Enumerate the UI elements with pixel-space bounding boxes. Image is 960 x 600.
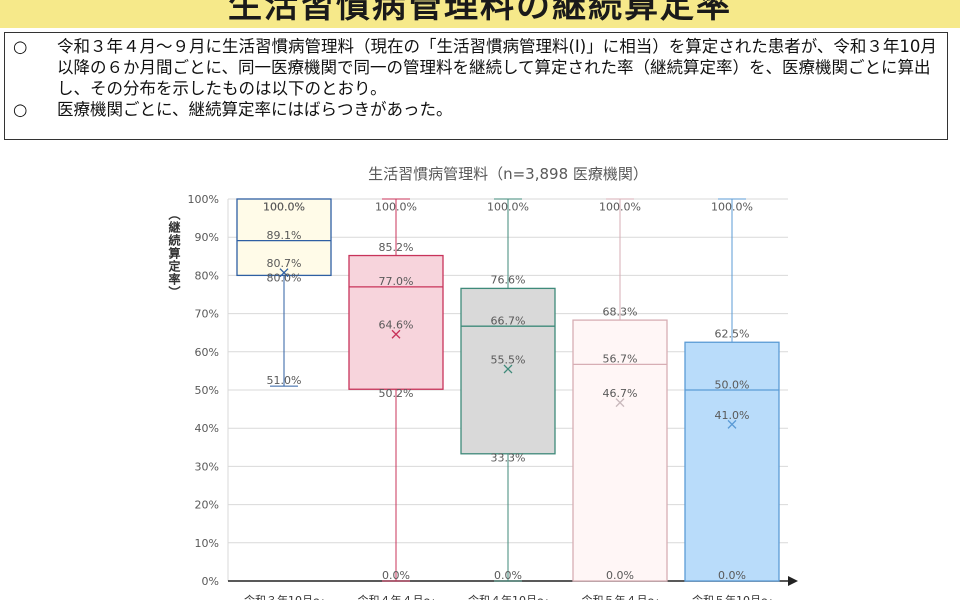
chart-title: 生活習慣病管理料（n=3,898 医療機関） <box>368 165 648 183</box>
summary-text-1: 令和３年４月～９月に生活習慣病管理料（現在の「生活習慣病管理料(Ⅰ)」に相当）を… <box>57 37 937 98</box>
data-label-max: 100.0% <box>487 201 529 214</box>
box-iqr <box>572 319 668 582</box>
y-tick-label: 20% <box>195 499 219 512</box>
summary-text-2: 医療機関ごとに、継続算定率にはばらつきがあった。 <box>57 100 453 119</box>
bullet-circle-icon: ○ <box>13 37 28 56</box>
mean-marker-icon <box>615 398 625 408</box>
data-label-q3: 100.0% <box>263 201 305 214</box>
data-label-q3: 62.5% <box>715 327 750 340</box>
title-bar: 生活習慣病管理料の継続算定率 <box>0 0 960 28</box>
data-label-median: 56.7% <box>603 353 638 366</box>
y-axis-label: （継続算定率） <box>167 208 181 299</box>
data-label-mean: 55.5% <box>491 353 526 366</box>
data-label-q3: 76.6% <box>491 274 526 287</box>
data-label-min: 0.0% <box>382 569 410 582</box>
data-label-mean: 64.6% <box>379 319 414 332</box>
box-plot-chart: 生活習慣病管理料（n=3,898 医療機関） （継続算定率） 0% 10% 20% 30%… <box>167 165 798 600</box>
data-label-max: 100.0% <box>263 201 305 214</box>
box-iqr <box>460 287 556 455</box>
x-axis-arrow-icon <box>788 576 798 586</box>
bullet-circle-icon: ○ <box>13 100 28 119</box>
summary-box: ○ 令和３年４月～９月に生活習慣病管理料（現在の「生活習慣病管理料(Ⅰ)」に相当… <box>4 32 948 140</box>
data-label-q3: 68.3% <box>603 305 638 318</box>
mean-marker-icon <box>727 419 737 429</box>
data-label-median: 77.0% <box>379 275 414 288</box>
box-iqr <box>684 341 780 582</box>
page-title: 生活習慣病管理料の継続算定率 <box>228 0 732 26</box>
y-tick-label: 30% <box>195 460 219 473</box>
summary-bullet-2: ○ 医療機関ごとに、継続算定率にはばらつきがあった。 <box>13 99 939 120</box>
data-label-median: 66.7% <box>491 314 526 327</box>
data-label-mean: 46.7% <box>603 387 638 400</box>
mean-marker-icon <box>503 364 513 374</box>
y-tick-label: 100% <box>188 193 219 206</box>
box-iqr <box>348 254 444 390</box>
data-label-max: 100.0% <box>711 201 753 214</box>
box-iqr <box>236 198 332 277</box>
data-label-median: 89.1% <box>267 229 302 242</box>
mean-marker-icon <box>391 329 401 339</box>
y-tick-label: 50% <box>195 384 219 397</box>
y-tick-label: 40% <box>195 422 219 435</box>
data-label-min: 51.0% <box>267 374 302 387</box>
data-label-q3: 85.2% <box>379 241 414 254</box>
data-label-q1: 33.3% <box>491 452 526 465</box>
x-tick-label: 令和４年４月〜 <box>358 593 435 600</box>
x-tick-label: 令和５年４月〜 <box>582 593 659 600</box>
data-label-min: 0.0% <box>718 569 746 582</box>
mean-marker-icon <box>279 268 289 278</box>
data-label-mean: 41.0% <box>715 409 750 422</box>
y-tick-label: 70% <box>195 308 219 321</box>
data-label-min: 0.0% <box>606 569 634 582</box>
data-label-mean: 80.7% <box>267 257 302 270</box>
data-label-min: 0.0% <box>494 569 522 582</box>
y-tick-label: 0% <box>202 575 219 588</box>
y-tick-label: 80% <box>195 269 219 282</box>
data-label-max: 100.0% <box>375 201 417 214</box>
y-tick-label: 60% <box>195 346 219 359</box>
data-label-q1: 50.2% <box>379 387 414 400</box>
data-label-q1: 80.0% <box>267 271 302 284</box>
x-tick-label: 令和３年10月〜 <box>244 593 324 600</box>
data-label-max: 100.0% <box>599 201 641 214</box>
y-tick-label: 90% <box>195 231 219 244</box>
x-tick-label: 令和５年10月〜 <box>692 593 772 600</box>
data-label-median: 50.0% <box>715 378 750 391</box>
summary-bullet-1: ○ 令和３年４月～９月に生活習慣病管理料（現在の「生活習慣病管理料(Ⅰ)」に相当… <box>13 36 939 99</box>
x-tick-label: 令和４年10月〜 <box>468 593 548 600</box>
y-tick-label: 10% <box>195 537 219 550</box>
